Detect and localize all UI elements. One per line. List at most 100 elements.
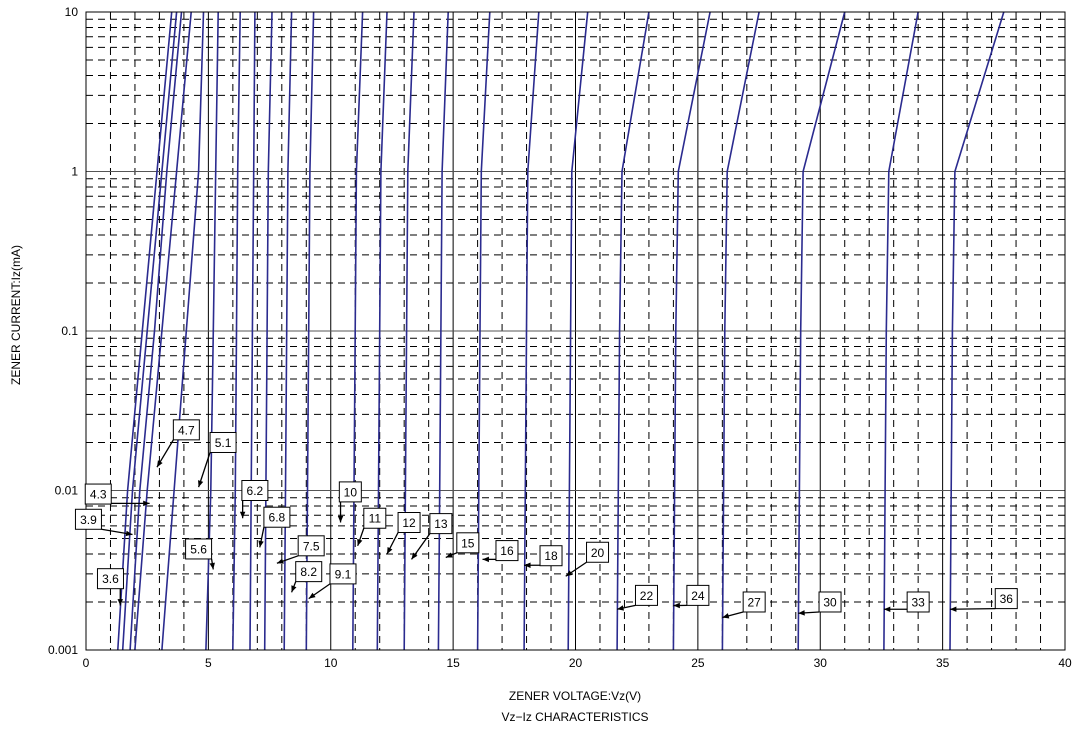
arrowhead xyxy=(524,562,531,568)
annotation-label: 3.6 xyxy=(102,572,119,586)
annotation-box xyxy=(297,535,325,557)
annotation-box xyxy=(429,513,453,535)
arrowhead xyxy=(198,480,204,488)
curve-6.8 xyxy=(249,11,256,651)
annotation-label: 8.2 xyxy=(300,565,317,579)
curve-33 xyxy=(949,11,1005,651)
curve-18 xyxy=(567,11,589,651)
annotation-box xyxy=(634,584,658,606)
annotation-box xyxy=(906,591,930,613)
x-tick-label: 15 xyxy=(446,656,460,670)
arrowhead xyxy=(617,605,624,611)
annotation-box xyxy=(338,481,362,503)
annotation-box xyxy=(539,545,563,567)
annotation-box xyxy=(586,541,610,563)
annotation-box xyxy=(994,588,1018,610)
x-tick-label: 20 xyxy=(569,656,583,670)
x-tick-label: 25 xyxy=(691,656,705,670)
arrowhead xyxy=(276,558,284,564)
arrowhead xyxy=(156,460,163,468)
curve-11 xyxy=(376,11,388,651)
annotation-label: 16 xyxy=(500,544,514,558)
annotation-label: 6.8 xyxy=(269,511,286,525)
arrowhead xyxy=(125,530,133,537)
x-tick-label: 0 xyxy=(83,656,90,670)
curve-22 xyxy=(672,11,711,651)
arrowhead xyxy=(143,500,150,507)
arrowhead xyxy=(565,570,573,577)
arrowhead xyxy=(883,606,891,613)
annotation-label: 5.6 xyxy=(190,542,207,556)
arrowhead xyxy=(258,540,264,548)
curve-12 xyxy=(403,11,415,651)
annotation-box xyxy=(363,507,387,529)
annotation-label: 3.9 xyxy=(80,513,97,527)
y-tick-label: 1 xyxy=(71,165,78,179)
x-tick-label: 35 xyxy=(936,656,950,670)
curve-24 xyxy=(721,11,760,651)
curve-4.3 xyxy=(129,11,183,651)
x-tick-label: 30 xyxy=(814,656,828,670)
annotation-box xyxy=(818,591,842,613)
arrowhead xyxy=(209,562,215,570)
annotation-label: 4.7 xyxy=(178,423,195,437)
curve-3.9 xyxy=(121,11,178,651)
annotation-label: 33 xyxy=(911,595,925,609)
curve-series xyxy=(117,11,1005,651)
annotation-label: 10 xyxy=(344,485,358,499)
arrowhead xyxy=(291,585,297,593)
annotation-label: 6.2 xyxy=(247,484,264,498)
y-tick-label: 10 xyxy=(65,5,79,19)
annotation-label: 15 xyxy=(461,536,475,550)
curve-13 xyxy=(437,11,449,651)
arrowhead xyxy=(722,613,730,619)
curve-20 xyxy=(616,11,650,651)
arrowhead xyxy=(387,546,393,554)
plot-frame xyxy=(85,11,1066,651)
curve-30 xyxy=(883,11,919,651)
annotation-box xyxy=(397,512,421,534)
annotation-box xyxy=(686,584,710,606)
arrowhead xyxy=(308,592,316,599)
y-tick-label: 0.001 xyxy=(48,643,78,657)
annotation-label: 9.1 xyxy=(335,567,352,581)
annotation-box xyxy=(96,568,124,590)
annotation-label: 12 xyxy=(402,516,416,530)
curve-3.6 xyxy=(117,11,173,651)
curve-annotations: 3.6 3.9 4.3 4.7 5.1 5.6 6.2 6.8 7.5 8.2 9.1 10 11 12 1… xyxy=(74,419,1018,619)
annotation-label: 27 xyxy=(747,595,761,609)
arrowhead xyxy=(239,511,246,519)
annotation-box xyxy=(209,431,237,453)
arrowhead xyxy=(337,516,344,523)
y-tick-label: 0.01 xyxy=(55,484,79,498)
annotation-label: 18 xyxy=(544,549,558,563)
curve-10 xyxy=(352,11,364,651)
chart-subtitle: Vz−Iz CHARACTERISTICS xyxy=(501,710,648,724)
annotation-label: 7.5 xyxy=(303,539,320,553)
annotation-box xyxy=(263,506,291,528)
x-tick-label: 5 xyxy=(205,656,212,670)
x-tick-label: 10 xyxy=(324,656,338,670)
annotation-box xyxy=(185,538,213,560)
annotation-label: 30 xyxy=(823,595,837,609)
curve-6.2 xyxy=(232,11,241,651)
arrowhead xyxy=(357,538,363,546)
annotation-label: 11 xyxy=(369,512,382,526)
arrowhead xyxy=(445,552,453,558)
annotation-box xyxy=(74,508,102,530)
annotation-box xyxy=(456,532,480,554)
annotation-label: 20 xyxy=(591,546,605,560)
x-axis-title: ZENER VOLTAGE:Vz(V) xyxy=(509,689,641,703)
annotation-label: 4.3 xyxy=(90,488,107,502)
curve-4.7 xyxy=(134,11,192,651)
annotation-box xyxy=(172,419,200,441)
annotation-box xyxy=(329,563,357,585)
arrowhead xyxy=(798,610,805,616)
curve-16 xyxy=(523,11,540,651)
annotation-box xyxy=(295,561,323,583)
y-tick-labels: 0.001 0.01 0.1 1 10 xyxy=(48,5,78,657)
arrowhead xyxy=(411,552,418,560)
arrowhead xyxy=(117,599,123,606)
annotation-label: 22 xyxy=(640,589,654,603)
